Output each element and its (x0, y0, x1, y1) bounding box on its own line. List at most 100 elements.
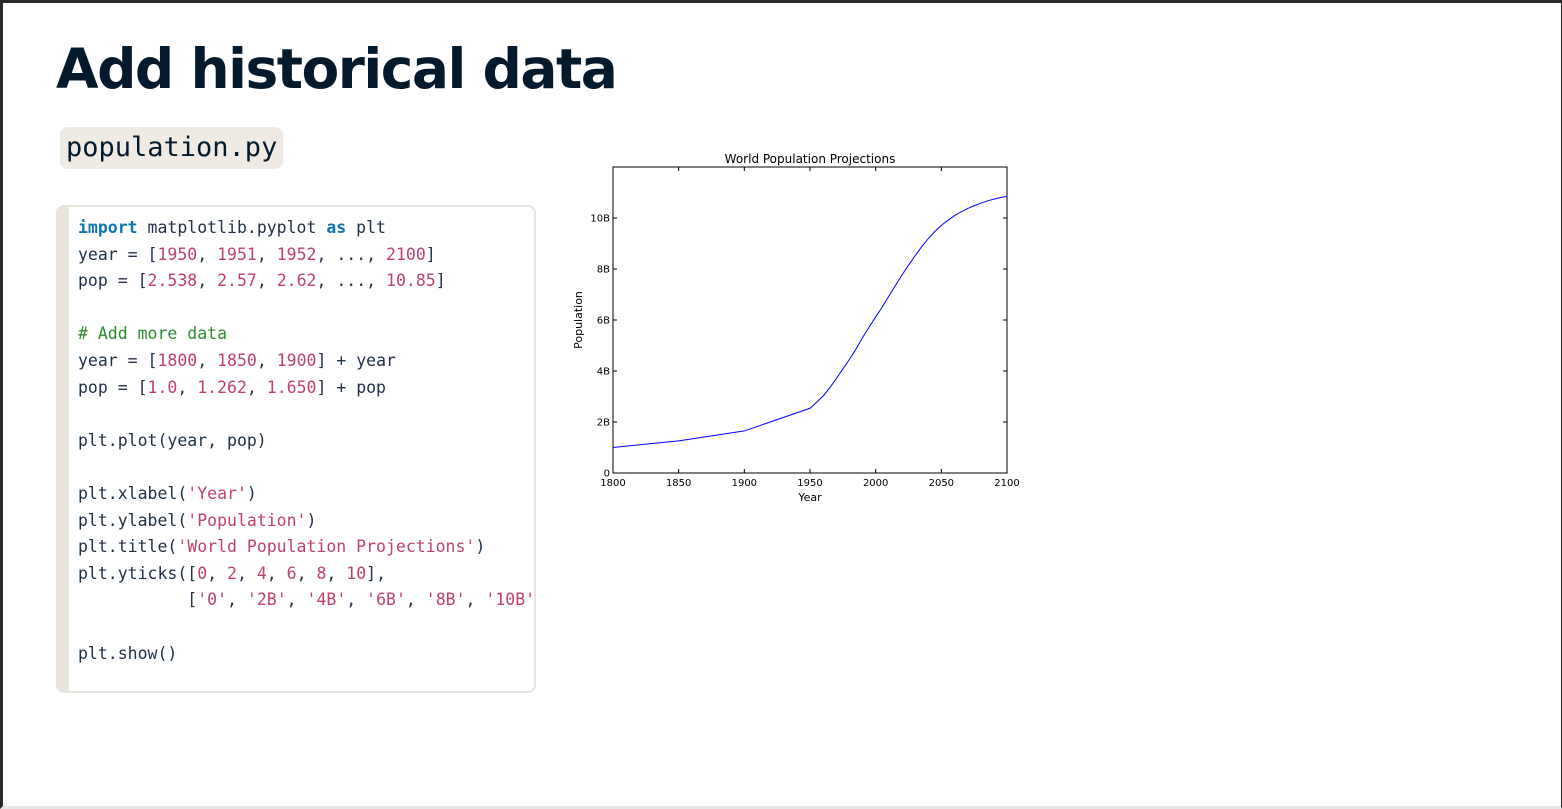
code-token: , (177, 377, 198, 397)
code-token: # Add more data (78, 324, 228, 344)
code-token: 1952 (276, 244, 317, 264)
code-line: import matplotlib.pyplot as plt (78, 215, 386, 241)
code-token: ) (246, 484, 257, 503)
x-tick-label: 1950 (797, 478, 822, 489)
slide-title: Add historical data (56, 37, 618, 101)
code-token: 2100 (386, 244, 426, 264)
code-token: 'World Population Projections' (177, 537, 476, 557)
code-token: pop = [ (78, 377, 148, 397)
code-line: plt.ylabel('Population') (78, 508, 316, 534)
y-tick-label: 6B (597, 316, 610, 327)
code-token: 2.57 (217, 271, 257, 291)
code-token: plt.title( (78, 537, 178, 557)
y-tick-label: 4B (597, 367, 610, 378)
code-line: ['0', '2B', '4B', '6B', '8B', '10B']) (78, 587, 536, 613)
x-axis-label: Year (797, 491, 822, 504)
code-token: , (256, 244, 277, 264)
population-chart: World Population Projections 1800 1850 190… (572, 152, 1020, 504)
code-token: ) (475, 537, 486, 557)
code-line: plt.yticks([0, 2, 4, 6, 8, 10], (78, 561, 386, 587)
x-tick-label: 1900 (732, 478, 757, 489)
code-token: 0 (197, 563, 208, 583)
code-token: , (256, 351, 277, 370)
code-token: 1800 (157, 351, 198, 370)
series-line (612, 195, 1008, 448)
filename-label: population.py (60, 127, 284, 169)
code-token: year = [ (78, 244, 158, 264)
code-token: pop = [ (78, 271, 148, 291)
code-token: '6B' (366, 590, 406, 610)
y-tick-label: 8B (597, 265, 610, 276)
code-token: 1850 (217, 351, 257, 370)
code-token: , (405, 590, 426, 610)
code-token: import (78, 218, 138, 237)
x-tick-label: 1800 (600, 478, 625, 489)
code-token: 'Year' (187, 484, 247, 503)
code-token: 2 (227, 563, 237, 583)
code-token: , ..., (316, 244, 387, 264)
code-token: ] + year (316, 351, 396, 370)
code-token: , (197, 244, 218, 264)
code-token: ], (366, 563, 387, 583)
code-token: ] (425, 244, 436, 264)
code-token: '4B' (306, 590, 347, 610)
code-token: , (236, 563, 257, 583)
code-token: 1950 (157, 244, 198, 264)
code-token: , (286, 590, 307, 610)
code-token: ]) (535, 590, 536, 609)
code-token: plt.ylabel( (78, 510, 188, 530)
y-tick-label: 2B (597, 418, 610, 429)
code-token: plt.plot(year, pop) (78, 430, 267, 450)
code-token: plt.xlabel( (78, 484, 188, 503)
code-token: ] (435, 271, 446, 291)
code-line: year = [1950, 1951, 1952, ..., 2100] (78, 242, 436, 268)
code-token: ] + pop (316, 377, 386, 397)
code-line: # Add more data (78, 321, 227, 347)
y-axis-label: Population (572, 291, 585, 349)
x-tick-label: 2100 (994, 478, 1019, 489)
code-line: plt.xlabel('Year') (78, 481, 257, 507)
code-token: 2.538 (147, 271, 198, 291)
code-line: plt.plot(year, pop) (78, 428, 267, 454)
code-token: [ (78, 590, 198, 610)
code-token: matplotlib.pyplot (137, 218, 327, 237)
code-token: 1.650 (266, 377, 317, 397)
code-token: 'Population' (187, 510, 307, 530)
code-token: , (465, 590, 486, 610)
code-token: '8B' (425, 590, 466, 610)
chart-title: World Population Projections (725, 152, 896, 166)
code-token: ) (306, 510, 317, 530)
x-tick-label: 2050 (929, 478, 954, 489)
code-token: 1900 (276, 351, 317, 370)
code-token: as (326, 218, 347, 237)
code-token: 4 (256, 563, 267, 583)
code-line: plt.title('World Population Projections'… (78, 534, 485, 560)
code-token: '2B' (246, 590, 287, 610)
code-token: '0' (197, 590, 228, 610)
code-token: , ..., (316, 271, 387, 291)
code-line: pop = [1.0, 1.262, 1.650] + pop (78, 375, 386, 401)
code-token: plt.show() (78, 643, 178, 663)
code-token: , (197, 271, 218, 291)
code-block: import matplotlib.pyplot as plt year = [1… (56, 205, 536, 693)
code-token: plt (346, 218, 386, 237)
plot-area (612, 166, 1008, 474)
code-line: pop = [2.538, 2.57, 2.62, ..., 10.85] (78, 268, 446, 294)
code-token: 10 (346, 563, 367, 583)
y-tick-label: 10B (590, 214, 610, 225)
code-token: , (207, 563, 228, 583)
code-block-bar (58, 207, 69, 691)
code-token: 6 (286, 563, 297, 583)
code-token: , (346, 590, 367, 610)
code-token: 10.85 (386, 271, 436, 291)
code-token: , (227, 590, 247, 610)
code-token: 1.0 (147, 377, 178, 397)
code-token: , (246, 377, 267, 397)
code-token: 1951 (217, 244, 257, 264)
code-token: , (197, 351, 218, 370)
code-token: , (266, 563, 287, 583)
code-token: '10B' (485, 590, 536, 610)
code-token: , (296, 563, 317, 583)
y-tick-label: 0 (604, 469, 610, 480)
